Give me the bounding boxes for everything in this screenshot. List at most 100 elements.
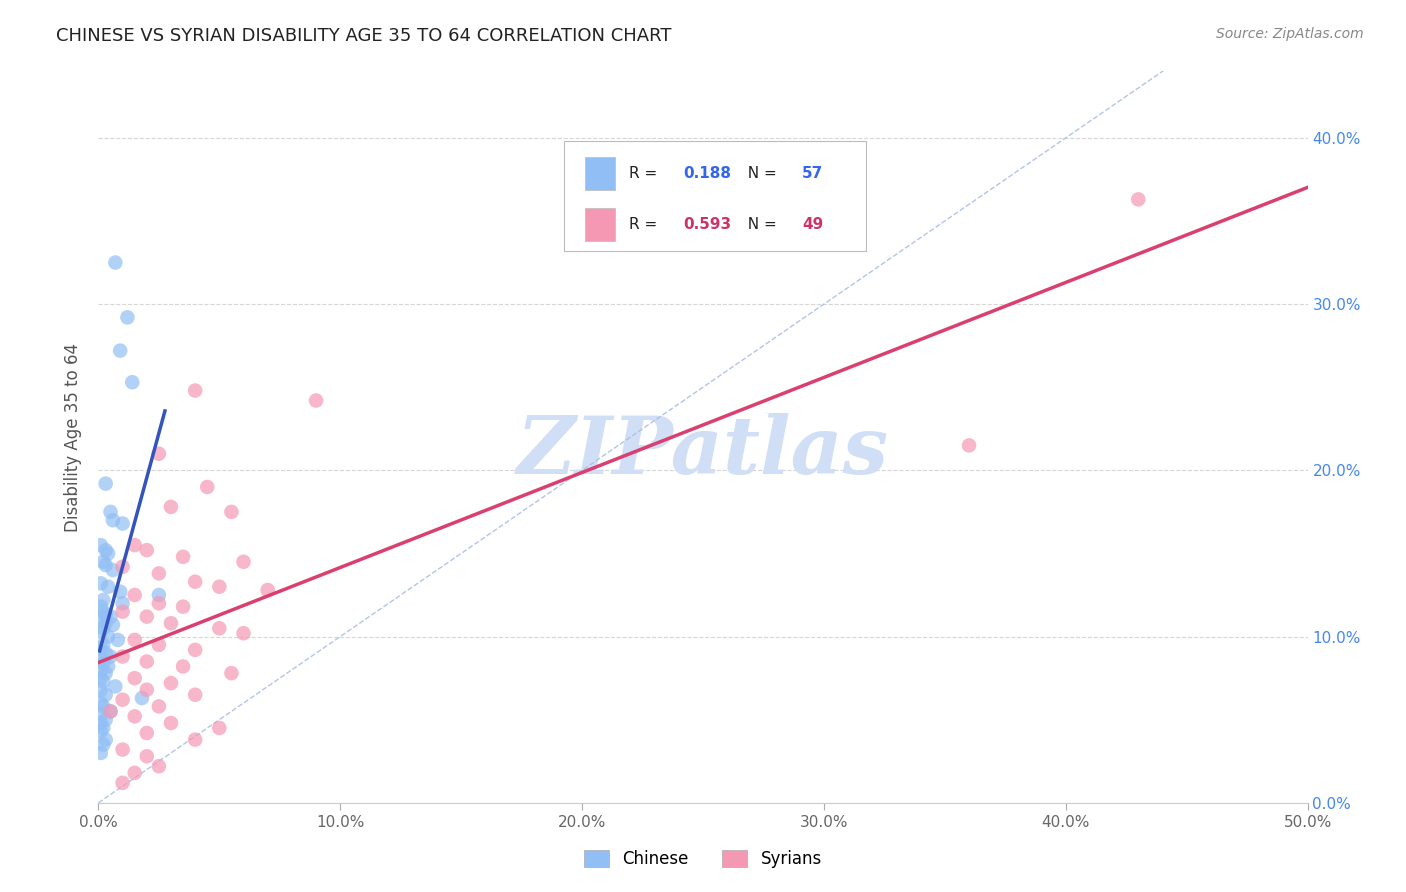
Point — [135, 749, 157, 764]
Point — [117, 310, 139, 325]
Point — [107, 632, 129, 647]
Point — [232, 626, 254, 640]
Point — [111, 692, 134, 706]
Bar — [585, 208, 614, 241]
Point — [111, 516, 134, 531]
Text: R =: R = — [630, 217, 662, 232]
Point — [256, 582, 278, 597]
Point — [124, 538, 146, 552]
Point — [305, 393, 328, 408]
Point — [90, 576, 112, 591]
Text: Source: ZipAtlas.com: Source: ZipAtlas.com — [1216, 27, 1364, 41]
Point — [124, 709, 146, 723]
Point — [148, 566, 170, 581]
Text: CHINESE VS SYRIAN DISABILITY AGE 35 TO 64 CORRELATION CHART: CHINESE VS SYRIAN DISABILITY AGE 35 TO 6… — [56, 27, 672, 45]
Point — [91, 738, 114, 752]
Point — [90, 746, 112, 760]
Point — [97, 659, 120, 673]
Point — [90, 671, 112, 685]
Point — [94, 666, 117, 681]
Point — [101, 618, 124, 632]
Point — [94, 616, 117, 631]
Point — [108, 343, 131, 358]
Point — [91, 674, 114, 689]
Point — [172, 549, 194, 564]
Point — [148, 638, 170, 652]
Point — [94, 607, 117, 622]
Point — [90, 682, 112, 697]
Point — [124, 765, 146, 780]
Point — [124, 632, 146, 647]
Point — [91, 656, 114, 670]
Point — [111, 596, 134, 610]
Point — [148, 588, 170, 602]
Point — [100, 705, 122, 719]
Point — [184, 732, 207, 747]
Y-axis label: Disability Age 35 to 64: Disability Age 35 to 64 — [65, 343, 83, 532]
Point — [124, 588, 146, 602]
Point — [101, 563, 124, 577]
Point — [232, 555, 254, 569]
FancyBboxPatch shape — [564, 141, 866, 251]
Text: N =: N = — [738, 166, 782, 181]
Point — [90, 599, 112, 614]
Point — [90, 724, 112, 739]
Point — [148, 447, 170, 461]
Point — [90, 696, 112, 710]
Point — [90, 653, 112, 667]
Point — [90, 613, 112, 627]
Point — [135, 682, 157, 697]
Point — [97, 580, 120, 594]
Point — [1128, 192, 1150, 206]
Legend: Chinese, Syrians: Chinese, Syrians — [578, 843, 828, 875]
Point — [135, 543, 157, 558]
Point — [111, 776, 134, 790]
Point — [160, 500, 183, 514]
Point — [148, 596, 170, 610]
Point — [184, 384, 207, 398]
Point — [94, 476, 117, 491]
Point — [94, 543, 117, 558]
Point — [91, 593, 114, 607]
Point — [208, 580, 231, 594]
Point — [148, 699, 170, 714]
Point — [100, 609, 122, 624]
Point — [160, 716, 183, 731]
Point — [91, 699, 114, 714]
Point — [104, 255, 127, 269]
Point — [91, 721, 114, 735]
Point — [91, 605, 114, 619]
Point — [221, 505, 243, 519]
Point — [100, 649, 122, 664]
Point — [172, 659, 194, 673]
Point — [101, 513, 124, 527]
Text: 0.593: 0.593 — [683, 217, 731, 232]
Bar — [585, 157, 614, 190]
Point — [108, 584, 131, 599]
Point — [135, 609, 157, 624]
Point — [94, 558, 117, 573]
Text: ZIPatlas: ZIPatlas — [517, 413, 889, 491]
Point — [94, 646, 117, 660]
Point — [184, 574, 207, 589]
Text: 0.188: 0.188 — [683, 166, 731, 181]
Point — [135, 655, 157, 669]
Point — [111, 649, 134, 664]
Text: 57: 57 — [803, 166, 824, 181]
Point — [94, 713, 117, 727]
Point — [111, 742, 134, 756]
Point — [90, 663, 112, 677]
Point — [91, 555, 114, 569]
Point — [91, 638, 114, 652]
Point — [90, 624, 112, 639]
Point — [104, 680, 127, 694]
Text: R =: R = — [630, 166, 662, 181]
Point — [160, 616, 183, 631]
Point — [221, 666, 243, 681]
Point — [90, 538, 112, 552]
Point — [111, 605, 134, 619]
Point — [91, 621, 114, 635]
Point — [195, 480, 218, 494]
Text: 49: 49 — [803, 217, 824, 232]
Point — [121, 375, 143, 389]
